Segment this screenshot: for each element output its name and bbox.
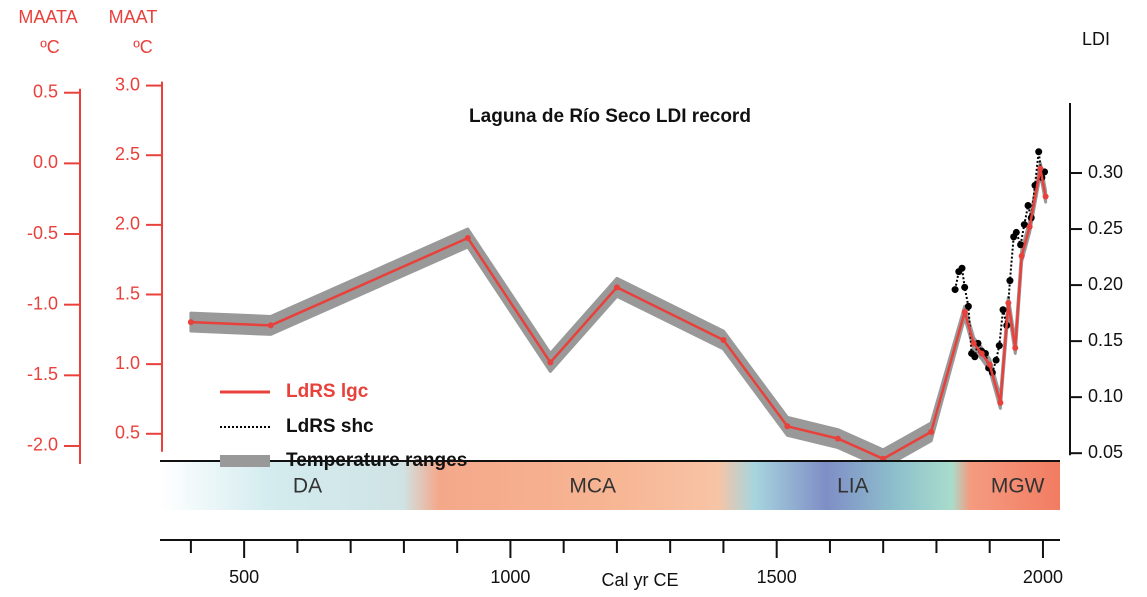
data-point [1037, 165, 1044, 172]
y2ticks-tick-label: 3.0 [115, 74, 140, 94]
x-tick-label: 2000 [1023, 567, 1063, 587]
data-point [992, 356, 1000, 364]
y2-axis-label: MAAT [109, 7, 158, 27]
y-tick-label: 0.30 [1088, 162, 1123, 182]
data-point [961, 283, 969, 291]
data-point [267, 322, 274, 329]
y-tick-label: 0.10 [1088, 386, 1123, 406]
data-point [1006, 277, 1014, 285]
data-point [547, 359, 554, 366]
data-point [1035, 148, 1043, 156]
x-axis-label: Cal yr CE [601, 570, 678, 590]
y2ticks-tick-label: 2.5 [115, 144, 140, 164]
data-point [999, 306, 1007, 314]
y2-axis-unit: ºC [133, 37, 153, 57]
data-point [978, 350, 985, 357]
y3ticks-tick-label: -1.5 [27, 364, 58, 384]
data-point [1012, 228, 1020, 236]
period-label: LIA [837, 475, 869, 498]
y2ticks-tick-label: 2.0 [115, 214, 140, 234]
y-tick-label: 0.15 [1088, 330, 1123, 350]
data-point [1018, 252, 1025, 259]
series-line [954, 151, 1046, 375]
period-label: DA [293, 475, 322, 498]
y3ticks-tick-label: -0.5 [27, 223, 58, 243]
legend-label: LdRS shc [286, 416, 374, 437]
y3ticks-tick-label: 0.0 [33, 152, 58, 172]
y3ticks-tick-label: -2.0 [27, 435, 58, 455]
y-tick-label: 0.20 [1088, 274, 1123, 294]
data-point [1024, 202, 1032, 210]
data-point [997, 399, 1004, 406]
y3ticks-tick-label: -1.0 [27, 293, 58, 313]
data-point [951, 286, 959, 294]
legend-label: Temperature ranges [286, 450, 467, 471]
data-point [784, 423, 791, 430]
data-point [1017, 241, 1025, 249]
y-tick-label: 0.25 [1088, 218, 1123, 238]
period-label: MGW [991, 475, 1045, 498]
y2ticks-tick-label: 1.0 [115, 353, 140, 373]
data-point [964, 302, 972, 310]
data-point [613, 284, 620, 291]
y-tick-label: 0.05 [1088, 442, 1123, 462]
data-point [1005, 300, 1012, 307]
data-point [187, 319, 194, 326]
period-label: MCA [569, 475, 616, 498]
y-axis-label: LDI [1082, 29, 1110, 49]
data-point [834, 435, 841, 442]
data-point [928, 428, 935, 435]
y2ticks-tick-label: 0.5 [115, 423, 140, 443]
data-point [970, 340, 977, 347]
y3-axis-unit: ºC [40, 37, 60, 57]
data-point [1012, 344, 1019, 351]
y3-axis-label: MAATA [18, 7, 77, 27]
chart-title: Laguna de Río Seco LDI record [469, 106, 751, 127]
data-point [995, 342, 1003, 350]
x-tick-label: 500 [229, 567, 259, 587]
data-point [961, 308, 968, 315]
y2ticks-tick-label: 1.5 [115, 283, 140, 303]
legend-label: LdRS lgc [286, 381, 369, 402]
x-tick-label: 1500 [757, 567, 797, 587]
x-tick-label: 1000 [490, 567, 530, 587]
range-band [189, 161, 1048, 470]
data-point [958, 264, 966, 272]
data-point [986, 361, 993, 368]
data-point [720, 337, 727, 343]
data-point [464, 235, 471, 242]
data-point [1020, 221, 1028, 229]
data-point [1042, 193, 1049, 200]
data-point [971, 353, 979, 361]
period-bar [160, 462, 1060, 510]
y3ticks-tick-label: 0.5 [33, 81, 58, 101]
data-point [1026, 223, 1033, 230]
